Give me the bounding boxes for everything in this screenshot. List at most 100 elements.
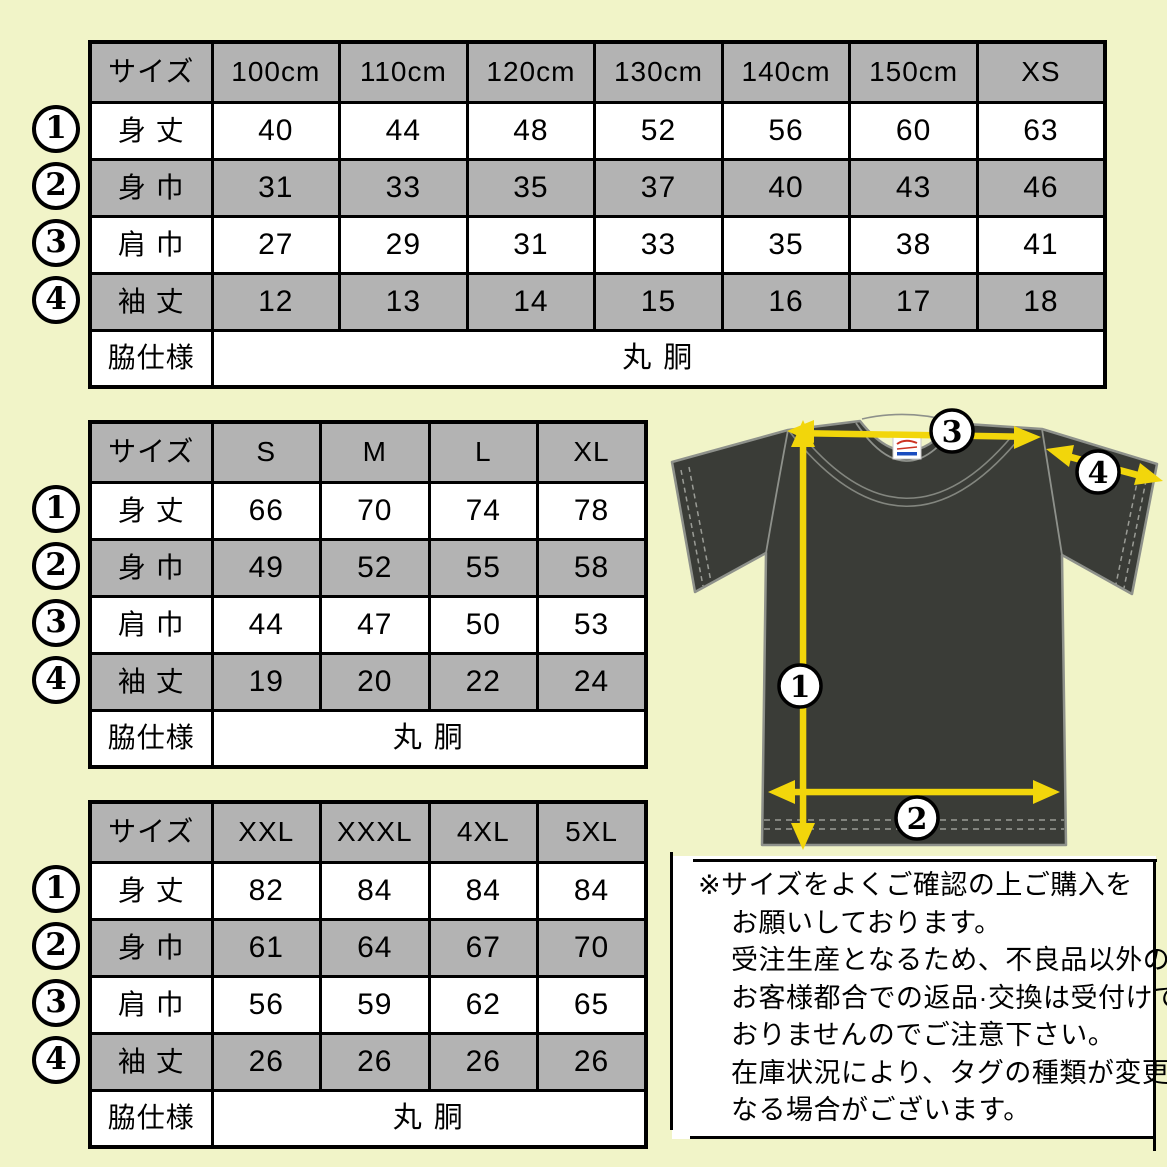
measurement-value-cell: 59 (319, 974, 431, 1035)
measurement-value-cell: 63 (975, 100, 1107, 161)
svg-text:1: 1 (790, 670, 811, 705)
measurement-value-cell: 24 (536, 651, 648, 712)
measurement-value-cell: 55 (427, 537, 539, 598)
size-column-header: M (319, 420, 431, 484)
size-column-header: 5XL (536, 800, 648, 864)
notice-border-left (670, 852, 673, 1130)
measurement-row-label: 身 巾 (88, 917, 214, 978)
measurement-value-cell: 50 (427, 594, 539, 655)
kids-size-table: サイズ 100cm 110cm 120cm 130cm 140cm 150cm XS 身 丈 40… (88, 40, 1107, 389)
plus-size-table: サイズ XXL XXXL 4XL 5XL 身 丈 82 84 84 84 身 巾 61 64 67 70 肩 … (88, 800, 648, 1149)
measurement-row-label: 肩 巾 (88, 974, 214, 1035)
measurement-value-cell: 78 (536, 480, 648, 541)
side-spec-value: 丸 胴 (210, 1088, 648, 1149)
notice-line: 受注生産となるため、不良品以外の (731, 945, 1167, 975)
measurement-value-cell: 40 (210, 100, 342, 161)
measurement-value-cell: 17 (848, 271, 979, 332)
diagram-marker-4: 4 (1075, 449, 1121, 495)
measurement-value-cell: 70 (319, 480, 431, 541)
measurement-value-cell: 27 (210, 214, 342, 275)
row-marker-2: 2 (32, 921, 80, 970)
measurement-row-label: 身 巾 (88, 157, 214, 218)
measurement-row: 肩 巾 56 59 62 65 (88, 974, 648, 1035)
measurement-value-cell: 26 (427, 1031, 539, 1092)
measurement-value-cell: 41 (975, 214, 1107, 275)
measurement-row: 身 丈 66 70 74 78 (88, 480, 648, 541)
measurement-value-cell: 48 (465, 100, 597, 161)
diagram-marker-3: 3 (929, 408, 975, 454)
measurement-value-cell: 26 (210, 1031, 322, 1092)
svg-text:4: 4 (1088, 456, 1109, 491)
notice-text: ※サイズをよくご確認の上ご購入を お願いしております。 受注生産となるため、不良… (698, 867, 1167, 1130)
size-column-header: 120cm (465, 40, 597, 104)
notice-line: おりませんのでご注意下さい。 (731, 1020, 1116, 1050)
adult-size-table: サイズ S M L XL 身 丈 66 70 74 78 身 巾 49 52 55 58 肩 巾 44 47 50 5… (88, 420, 648, 769)
measurement-row: 袖 丈 12 13 14 15 16 17 18 (88, 271, 1107, 332)
measurement-row: 身 巾 31 33 35 37 40 43 46 (88, 157, 1107, 218)
row-marker-3: 3 (32, 598, 80, 647)
measurement-value-cell: 52 (593, 100, 724, 161)
tshirt-diagram: 3 4 1 2 (670, 408, 1163, 850)
row-marker-3: 3 (32, 218, 80, 267)
size-column-header: 130cm (593, 40, 724, 104)
measurement-value-cell: 62 (427, 974, 539, 1035)
size-column-header: S (210, 420, 322, 484)
measurement-value-cell: 66 (210, 480, 322, 541)
measurement-row-label: 肩 巾 (88, 594, 214, 655)
measurement-value-cell: 58 (536, 537, 648, 598)
side-spec-label: 脇仕様 (88, 328, 214, 389)
measurement-value-cell: 49 (210, 537, 322, 598)
measurement-value-cell: 40 (720, 157, 852, 218)
size-column-header: L (427, 420, 539, 484)
diagram-marker-2: 2 (894, 795, 940, 841)
size-column-header: XXXL (319, 800, 431, 864)
notice-line: 在庫状況により、タグの種類が変更に (731, 1057, 1167, 1088)
measurement-row: 袖 丈 26 26 26 26 (88, 1031, 648, 1092)
side-spec-label: 脇仕様 (88, 708, 214, 769)
measurement-row: 身 丈 82 84 84 84 (88, 860, 648, 921)
svg-text:2: 2 (907, 802, 928, 837)
measurement-value-cell: 84 (536, 860, 648, 921)
measurement-value-cell: 70 (536, 917, 648, 978)
row-marker-4: 4 (32, 275, 80, 324)
brand-tag-icon (892, 436, 922, 460)
notice-border-right (1153, 859, 1156, 1151)
row-marker-3: 3 (32, 978, 80, 1027)
size-column-header: 100cm (210, 40, 342, 104)
measurement-value-cell: 16 (720, 271, 852, 332)
measure-arrow-length (791, 420, 815, 850)
measurement-value-cell: 31 (210, 157, 342, 218)
measurement-row-label: 身 丈 (88, 860, 214, 921)
notice-line: なる場合がございます。 (731, 1095, 1031, 1125)
svg-text:3: 3 (942, 415, 963, 450)
measurement-row: 肩 巾 44 47 50 53 (88, 594, 648, 655)
measurement-value-cell: 82 (210, 860, 322, 921)
measurement-value-cell: 56 (210, 974, 322, 1035)
size-label-header: サイズ (88, 40, 214, 104)
size-column-header: XXL (210, 800, 322, 864)
measurement-row-label: 袖 丈 (88, 271, 214, 332)
side-spec-row: 脇仕様丸 胴 (88, 708, 648, 769)
measurement-value-cell: 33 (338, 157, 469, 218)
notice-line: お客様都合での返品·交換は受付けて (731, 982, 1167, 1013)
measurement-value-cell: 33 (593, 214, 724, 275)
measurement-value-cell: 84 (319, 860, 431, 921)
row-marker-2: 2 (32, 541, 80, 590)
measurement-value-cell: 84 (427, 860, 539, 921)
measurement-value-cell: 18 (975, 271, 1107, 332)
measurement-value-cell: 22 (427, 651, 539, 712)
measurement-value-cell: 35 (720, 214, 852, 275)
measurement-row-label: 身 丈 (88, 100, 214, 161)
measurement-row: 肩 巾 27 29 31 33 35 38 41 (88, 214, 1107, 275)
measurement-row-label: 肩 巾 (88, 214, 214, 275)
measurement-row: 身 丈 40 44 48 52 56 60 63 (88, 100, 1107, 161)
measurement-value-cell: 31 (465, 214, 597, 275)
row-marker-1: 1 (32, 104, 80, 153)
measurement-value-cell: 12 (210, 271, 342, 332)
size-label-header: サイズ (88, 420, 214, 484)
diagram-marker-1: 1 (777, 663, 823, 709)
measurement-value-cell: 38 (848, 214, 979, 275)
notice-box-background (672, 856, 1156, 1139)
size-column-header: 110cm (338, 40, 469, 104)
